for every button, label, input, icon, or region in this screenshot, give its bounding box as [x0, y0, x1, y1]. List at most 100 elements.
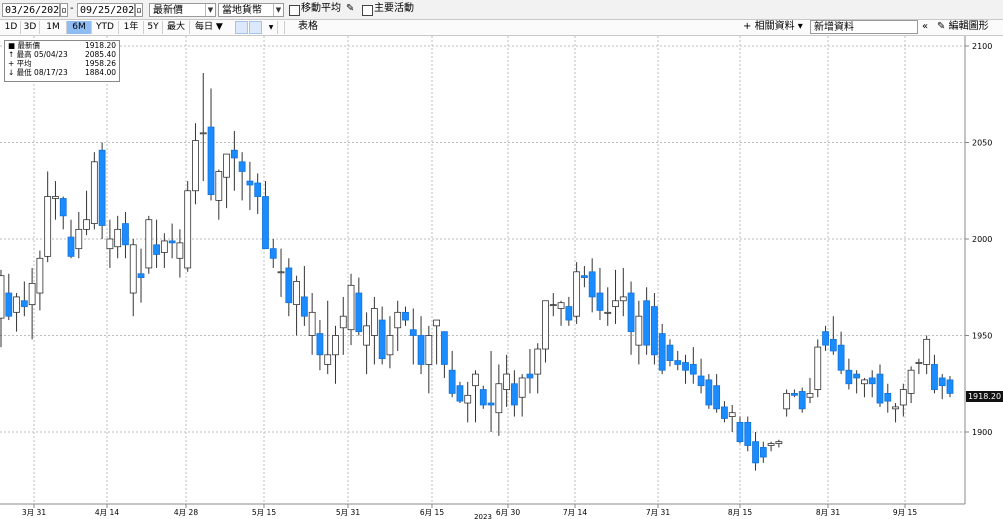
currency-value: 當地貨幣	[222, 5, 262, 16]
end-date-input[interactable]: 09/25/2023	[77, 3, 135, 17]
candle-down	[651, 306, 658, 356]
date-separator: -	[70, 3, 74, 14]
tab-5y[interactable]: 5Y	[144, 21, 163, 34]
candle-up	[534, 348, 542, 375]
table-button[interactable]: 表格	[298, 21, 318, 32]
candle-down	[798, 391, 806, 410]
candle-up	[923, 338, 931, 365]
moving-average-checkbox[interactable]	[289, 5, 300, 16]
candle-up	[394, 311, 402, 329]
chevron-down-icon[interactable]: ▼	[265, 21, 278, 34]
add-data-input[interactable]: 新增資料	[810, 20, 918, 34]
candle-down	[588, 271, 596, 298]
candle-down	[736, 421, 744, 443]
x-tick-label: 3月 31	[22, 508, 46, 517]
legend-high-label: ↑ 最高 05/04/23	[8, 50, 68, 59]
candle-up	[370, 308, 378, 336]
candle-up	[899, 389, 907, 406]
candle-up	[503, 373, 511, 390]
start-date-input[interactable]: 03/26/2023	[2, 3, 60, 17]
x-tick-label: 5月 15	[252, 508, 276, 517]
candle-up	[145, 219, 153, 269]
legend-low-value: 1884.00	[84, 68, 116, 77]
candle-up	[806, 392, 814, 398]
candle-down	[643, 300, 651, 346]
candle-up	[36, 257, 44, 294]
edit-chart-button[interactable]: ✎ 編輯圖形	[937, 20, 989, 34]
candle-down	[479, 389, 487, 406]
tab-1y[interactable]: 1年	[119, 21, 144, 34]
x-tick-label: 4月 28	[174, 508, 198, 517]
candle-up	[495, 383, 503, 414]
candle-down	[713, 385, 721, 410]
candle-down	[448, 369, 456, 394]
start-calendar-button[interactable]: ▫	[60, 3, 68, 17]
candle-up	[90, 161, 98, 224]
legend-avg-label: + 平均	[8, 59, 32, 68]
candle-up	[114, 228, 122, 248]
legend-high: ↑ 最高 05/04/23 2085.40	[5, 50, 119, 59]
candle-down	[876, 373, 884, 404]
tab-6m[interactable]: 6M	[67, 21, 92, 34]
chevron-down-icon: ▼	[273, 4, 283, 16]
pencil-icon[interactable]: ✎	[346, 3, 355, 14]
candle-up	[52, 196, 59, 199]
legend-avg: + 平均 1958.26	[5, 59, 119, 68]
tab-3d[interactable]: 3D	[21, 21, 40, 34]
candle-up	[433, 319, 441, 327]
collapse-icon[interactable]: «	[922, 21, 929, 32]
candle-up	[892, 406, 899, 410]
candle-down	[938, 377, 946, 387]
candle-down	[884, 392, 892, 402]
candle-down	[440, 331, 448, 365]
period-dropdown[interactable]: 每日 ▼	[195, 20, 223, 34]
candle-down	[627, 292, 635, 333]
tab-max[interactable]: 最大	[163, 21, 190, 34]
candle-down	[20, 300, 28, 307]
candle-down	[417, 335, 425, 365]
tab-1m[interactable]: 1M	[40, 21, 67, 34]
candle-down	[285, 267, 293, 304]
related-data-button[interactable]: + 相關資料 ▾	[743, 20, 803, 34]
candle-up	[28, 282, 36, 306]
candle-down	[666, 344, 674, 361]
candle-up	[542, 300, 549, 350]
chart-type-bar-button[interactable]	[249, 21, 262, 34]
separator	[280, 21, 285, 34]
y-tick-label: 2100	[972, 42, 992, 51]
events-checkbox[interactable]	[362, 5, 373, 16]
tab-1d[interactable]: 1D	[2, 21, 21, 34]
candle-down	[791, 392, 798, 396]
candle-down	[409, 329, 417, 336]
candle-down	[207, 126, 215, 196]
y-tick-label: 1950	[972, 332, 992, 341]
candle-down	[316, 333, 324, 356]
candle-down	[402, 311, 409, 321]
chart-type-line-button[interactable]	[235, 21, 248, 34]
candle-down	[122, 223, 129, 246]
end-calendar-button[interactable]: ▫	[135, 3, 143, 17]
candle-up	[106, 238, 114, 250]
candle-up	[518, 377, 526, 398]
price-field-value: 最新價	[153, 5, 183, 16]
price-chart: 1900 1950 2000 2050 2100 3月 31 4月 14 4月 28 5月 15…	[0, 36, 992, 519]
price-field-dropdown[interactable]: 最新價 ▼	[149, 3, 216, 17]
candle-up	[861, 379, 868, 385]
candle-down	[378, 319, 386, 360]
candle-down	[254, 182, 262, 197]
candle-up	[0, 275, 5, 319]
candle-up	[775, 441, 783, 444]
currency-dropdown[interactable]: 當地貨幣 ▼	[218, 3, 284, 17]
candle-down	[837, 344, 845, 371]
candle-down	[262, 196, 269, 250]
legend-low-label: ↓ 最低 08/17/23	[8, 68, 68, 77]
candle-down	[355, 292, 363, 333]
candle-up	[293, 281, 300, 306]
candle-up	[75, 228, 83, 250]
add-data-label: 新增資料	[814, 22, 854, 33]
x-tick-label: 8月 31	[816, 508, 840, 517]
candle-down	[59, 198, 67, 217]
candle-up	[347, 284, 355, 331]
tab-ytd[interactable]: YTD	[92, 21, 119, 34]
candle-down	[689, 364, 697, 375]
